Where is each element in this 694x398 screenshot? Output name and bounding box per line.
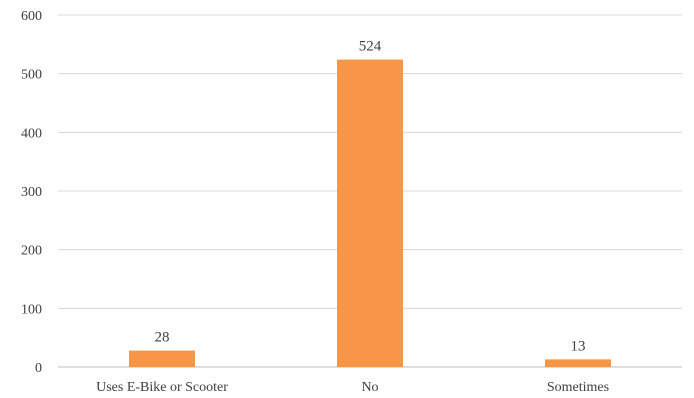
data-label: 13 [571,338,586,354]
y-tick-label: 400 [21,126,42,141]
y-tick-label: 200 [21,244,42,259]
y-tick-label: 0 [35,361,42,376]
category-label: Uses E-Bike or Scooter [96,380,228,395]
y-tick-label: 500 [21,68,42,83]
bar [337,59,403,367]
category-label: No [361,380,378,395]
y-tick-label: 100 [21,302,42,317]
bar [129,350,195,367]
y-axis-ticks: 0 100 200 300 400 500 600 [21,9,42,376]
category-labels: Uses E-Bike or Scooter No Sometimes [96,380,609,395]
y-tick-label: 300 [21,185,42,200]
bars [129,59,611,367]
bar [545,359,611,367]
data-label: 524 [359,39,382,55]
data-label: 28 [155,330,170,346]
category-label: Sometimes [547,380,609,395]
data-labels: 28 524 13 [155,39,586,355]
y-tick-label: 600 [21,9,42,24]
